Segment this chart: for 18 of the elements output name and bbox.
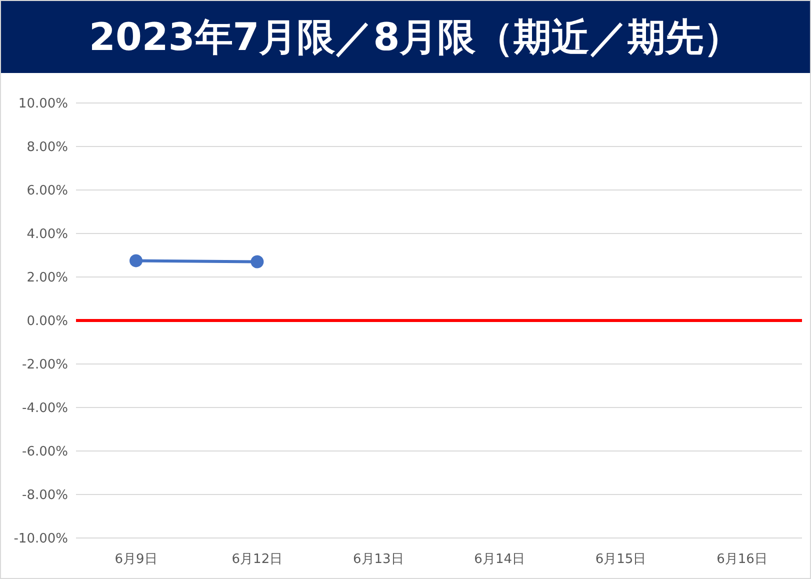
y-tick-label: 8.00% xyxy=(26,140,68,156)
y-tick-label: 6.00% xyxy=(26,184,68,199)
y-tick-label: -4.00% xyxy=(22,401,68,416)
x-tick-label: 6月14日 xyxy=(474,552,526,568)
chart-title: 2023年7月限／8月限（期近／期先） xyxy=(1,1,810,73)
x-tick-label: 6月16日 xyxy=(716,552,768,568)
y-tick-label: -10.00% xyxy=(14,532,68,547)
y-tick-label: -6.00% xyxy=(22,444,68,460)
x-tick-label: 6月15日 xyxy=(595,552,646,568)
y-tick-label: 4.00% xyxy=(26,227,68,242)
x-tick-label: 6月13日 xyxy=(352,552,404,568)
x-tick-label: 6月9日 xyxy=(114,552,158,568)
x-tick-label: 6月12日 xyxy=(232,552,283,568)
y-tick-label: -2.00% xyxy=(22,358,68,373)
y-tick-label: -8.00% xyxy=(22,488,68,504)
y-tick-label: 2.00% xyxy=(26,270,68,286)
y-tick-label: 0.00% xyxy=(26,314,68,330)
y-tick-label: 10.00% xyxy=(18,96,68,112)
